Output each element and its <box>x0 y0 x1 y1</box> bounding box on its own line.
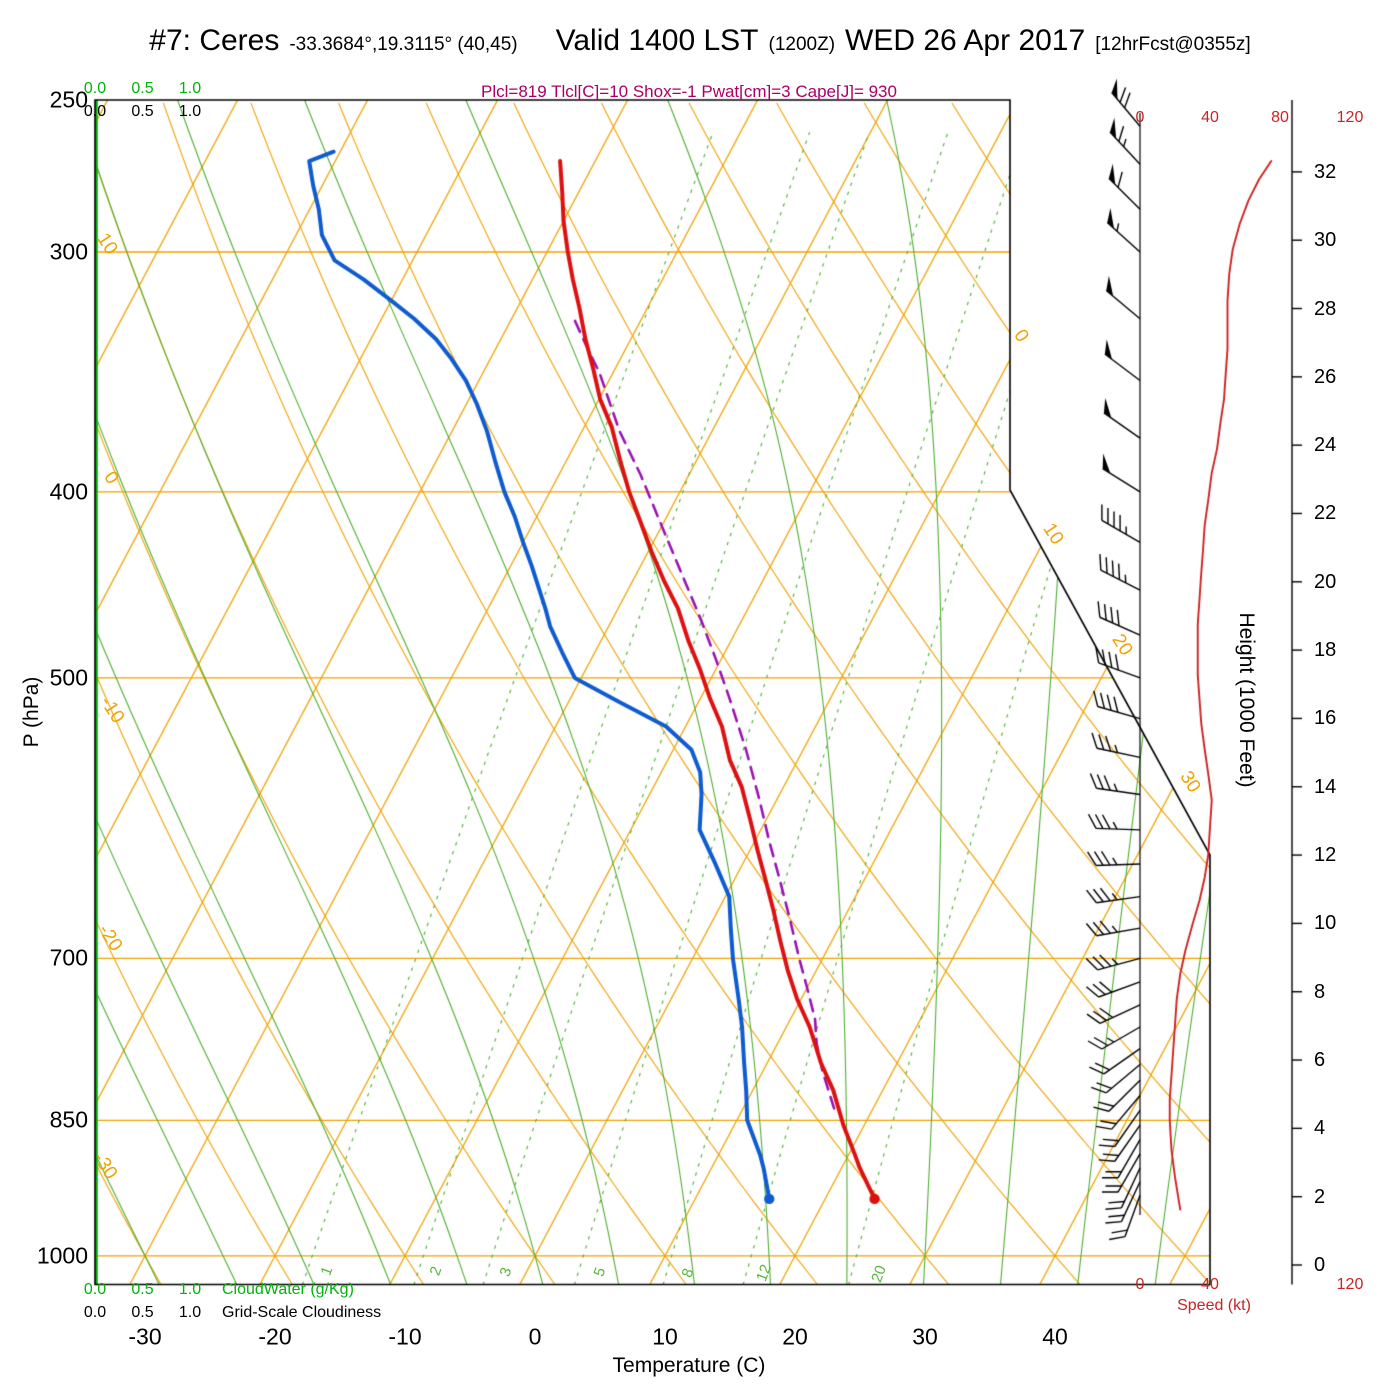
cloudiness-axis-title: Grid-Scale Cloudiness <box>222 1304 382 1321</box>
height-tick-label: 16 <box>1314 707 1337 730</box>
cloudwater-tick-label: 0.5 <box>131 80 154 97</box>
speed-axis-title: Speed (kt) <box>1177 1297 1251 1314</box>
pressure-tick-label: 500 <box>49 664 88 691</box>
forecast-note: [12hrFcst@0355z] <box>1095 34 1251 55</box>
temperature-tick-label: -10 <box>388 1323 422 1350</box>
temperature-tick-label: 10 <box>652 1323 678 1350</box>
speed-tick-label: 0 <box>1135 1276 1145 1293</box>
height-tick-label: 32 <box>1314 160 1337 183</box>
valid-date: WED 26 Apr 2017 <box>845 24 1086 57</box>
cloudwater-tick-label: 0.0 <box>83 1281 107 1298</box>
temperature-tick-label: -30 <box>128 1323 162 1350</box>
temperature-tick-label: 20 <box>782 1323 808 1350</box>
pressure-tick-label: 850 <box>49 1106 88 1133</box>
pressure-tick-label: 300 <box>49 238 88 265</box>
cloudiness-tick-label: 0.0 <box>83 103 107 120</box>
temperature-axis-title: Temperature (C) <box>612 1354 766 1377</box>
temperature-tick-label: 40 <box>1042 1323 1068 1350</box>
speed-tick-label: 40 <box>1201 1276 1219 1293</box>
speed-tick-label: 0 <box>1135 109 1145 126</box>
height-tick-label: 26 <box>1314 365 1337 388</box>
pressure-tick-label: 400 <box>49 478 88 505</box>
speed-tick-label: 120 <box>1336 109 1364 126</box>
cloudiness-tick-label: 0.0 <box>83 1304 107 1321</box>
temperature-tick-label: 0 <box>528 1323 542 1350</box>
height-axis-title: Height (1000 Feet) <box>1235 612 1258 788</box>
height-tick-label: 22 <box>1314 502 1337 525</box>
height-tick-label: 6 <box>1314 1049 1326 1072</box>
cloudiness-tick-label: 0.5 <box>131 103 154 120</box>
speed-tick-label: 40 <box>1201 109 1219 126</box>
cloudwater-tick-label: 0.0 <box>83 80 107 97</box>
pressure-axis-title: P (hPa) <box>20 676 43 748</box>
height-tick-label: 8 <box>1314 980 1326 1003</box>
pressure-tick-label: 250 <box>49 86 88 113</box>
cloudiness-tick-label: 0.5 <box>131 1304 154 1321</box>
station-title: #7: Ceres <box>149 24 280 57</box>
cloudwater-tick-label: 1.0 <box>178 1281 202 1298</box>
pressure-tick-label: 1000 <box>36 1242 88 1269</box>
cloudwater-tick-label: 0.5 <box>131 1281 154 1298</box>
height-tick-label: 14 <box>1314 775 1337 798</box>
height-tick-label: 12 <box>1314 844 1337 867</box>
valid-zulu: (1200Z) <box>768 34 836 55</box>
cloudiness-tick-label: 1.0 <box>178 103 202 120</box>
station-coords: -33.3684°,19.3115° (40,45) <box>289 34 518 55</box>
height-tick-label: 10 <box>1314 912 1337 935</box>
stability-indices-line: Plcl=819 Tlcl[C]=10 Shox=-1 Pwat[cm]=3 C… <box>481 82 897 101</box>
valid-time: Valid 1400 LST <box>555 24 759 57</box>
pressure-tick-label: 700 <box>49 944 88 971</box>
height-tick-label: 24 <box>1314 434 1337 457</box>
title-bar: #7: Ceres -33.3684°,19.3115° (40,45) Val… <box>0 24 1400 58</box>
cloudiness-tick-label: 1.0 <box>178 1304 202 1321</box>
temperature-tick-label: 30 <box>912 1323 938 1350</box>
height-tick-label: 4 <box>1314 1117 1326 1140</box>
speed-tick-label: 120 <box>1336 1276 1364 1293</box>
height-tick-label: 2 <box>1314 1185 1326 1208</box>
height-tick-label: 30 <box>1314 229 1337 252</box>
height-tick-label: 28 <box>1314 297 1337 320</box>
cloudwater-tick-label: 1.0 <box>178 80 202 97</box>
height-tick-label: 0 <box>1314 1254 1326 1276</box>
height-tick-label: 20 <box>1314 570 1337 593</box>
height-tick-label: 18 <box>1314 639 1337 662</box>
cloudwater-axis-title: CloudWater (g/Kg) <box>222 1281 354 1298</box>
speed-tick-label: 80 <box>1271 109 1289 126</box>
temperature-tick-label: -20 <box>258 1323 292 1350</box>
